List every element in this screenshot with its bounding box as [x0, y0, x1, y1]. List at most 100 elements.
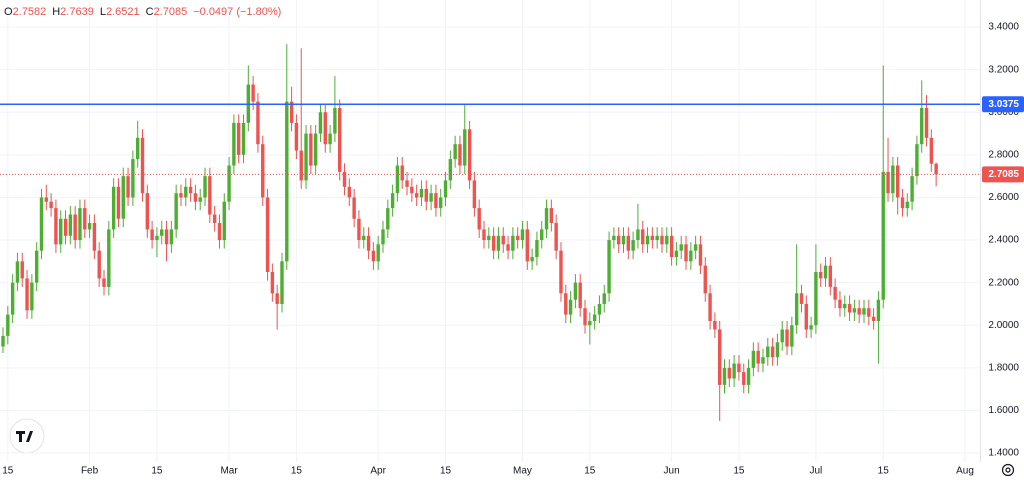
- candle-body: [179, 193, 183, 198]
- candle-body: [814, 272, 818, 326]
- candle-body: [92, 223, 97, 251]
- y-tick-label: 2.8000: [988, 149, 1019, 160]
- candle-body: [30, 282, 34, 311]
- y-tick-label: 2.2000: [988, 277, 1019, 288]
- candle-body: [280, 261, 284, 304]
- candle-body: [352, 197, 356, 219]
- candle-body: [905, 201, 909, 209]
- candle-body: [135, 137, 140, 160]
- x-tick-label: Jun: [664, 466, 680, 477]
- candle-body: [583, 308, 587, 326]
- candle-body: [592, 314, 597, 321]
- candle-body: [472, 180, 477, 209]
- candle-body: [20, 261, 24, 279]
- candle-body: [376, 244, 380, 262]
- candle-body: [871, 316, 876, 321]
- candle-body: [929, 137, 934, 164]
- candle-body: [722, 367, 727, 385]
- candle-body: [549, 208, 554, 224]
- candle-body: [626, 235, 631, 251]
- candle-body: [44, 197, 48, 202]
- candle-body: [886, 171, 890, 194]
- settings-icon[interactable]: [1001, 463, 1015, 477]
- candle-body: [357, 218, 361, 241]
- candle-body: [328, 133, 332, 145]
- candle-body: [169, 229, 174, 245]
- candle-body: [564, 293, 568, 315]
- candle-body: [265, 197, 270, 273]
- candle-body: [867, 308, 871, 317]
- candle-body: [381, 229, 385, 245]
- candle-body: [665, 235, 669, 245]
- x-tick-label: 15: [440, 466, 452, 477]
- candle-body: [674, 250, 679, 258]
- candle-body: [410, 186, 414, 194]
- y-tick-label: 1.6000: [988, 405, 1019, 416]
- y-tick-label: 2.4000: [988, 235, 1019, 246]
- candle-body: [193, 193, 198, 202]
- candle-body: [116, 186, 121, 219]
- candle-body: [616, 235, 621, 245]
- x-tick-label: Jul: [809, 466, 822, 477]
- candle-body: [742, 372, 746, 385]
- candle-body: [395, 165, 400, 194]
- candle-body: [443, 180, 448, 198]
- candle-body: [862, 308, 866, 315]
- candle-body: [881, 171, 885, 300]
- candle-body: [491, 235, 496, 251]
- candle-body: [6, 314, 10, 336]
- candle-body: [164, 229, 169, 245]
- candle-body: [602, 293, 606, 304]
- x-tick-label: 15: [733, 466, 745, 477]
- candle-body: [833, 286, 837, 300]
- candle-body: [222, 201, 226, 241]
- candle-body: [511, 235, 515, 251]
- candle-body: [241, 122, 246, 155]
- x-tick-label: Feb: [81, 466, 99, 477]
- candle-body: [876, 299, 881, 321]
- candle-body: [934, 163, 938, 175]
- candle-body: [900, 197, 905, 209]
- candle-body: [597, 303, 602, 315]
- candle-body: [540, 229, 544, 241]
- candle-body: [852, 308, 857, 313]
- candle-body: [102, 278, 106, 287]
- candle-body: [727, 367, 732, 379]
- candle-body: [915, 144, 919, 177]
- candle-body: [299, 150, 303, 181]
- candle-body: [501, 235, 505, 245]
- candle-body: [261, 144, 265, 198]
- candle-body: [655, 235, 659, 241]
- price-label-box: [982, 166, 1024, 183]
- candle-body: [525, 229, 529, 262]
- candle-body: [621, 235, 626, 245]
- candle-body: [414, 193, 419, 198]
- candle-body: [804, 303, 808, 330]
- open-label: O: [4, 6, 13, 18]
- high-label: H: [52, 6, 61, 18]
- candle-body: [578, 282, 582, 309]
- candle-body: [434, 193, 438, 209]
- candle-body: [453, 144, 457, 160]
- y-tick-label: 3.2000: [988, 64, 1019, 75]
- candle-body: [573, 282, 578, 300]
- candle-body: [107, 229, 111, 287]
- candle-body: [121, 176, 125, 219]
- y-tick-label: 3.4000: [988, 22, 1019, 33]
- candle-body: [15, 261, 20, 283]
- candle-body: [270, 272, 275, 294]
- candle-body: [342, 171, 347, 187]
- ohlc-header: O2.7582 H2.7639 L2.6521 C2.7085 −0.0497 (−1.…: [4, 6, 287, 18]
- candle-body: [535, 240, 539, 258]
- x-tick-label: Apr: [370, 466, 386, 477]
- candle-body: [544, 208, 549, 230]
- candle-body: [713, 320, 717, 330]
- candle-body: [689, 250, 693, 262]
- candle-body: [333, 107, 337, 134]
- candle-body: [400, 165, 404, 181]
- candle-body: [679, 244, 683, 251]
- change-value: −0.0497 (−1.80%): [193, 6, 282, 18]
- candle-body: [751, 350, 756, 368]
- candle-body: [236, 122, 241, 155]
- candle-body: [439, 197, 443, 209]
